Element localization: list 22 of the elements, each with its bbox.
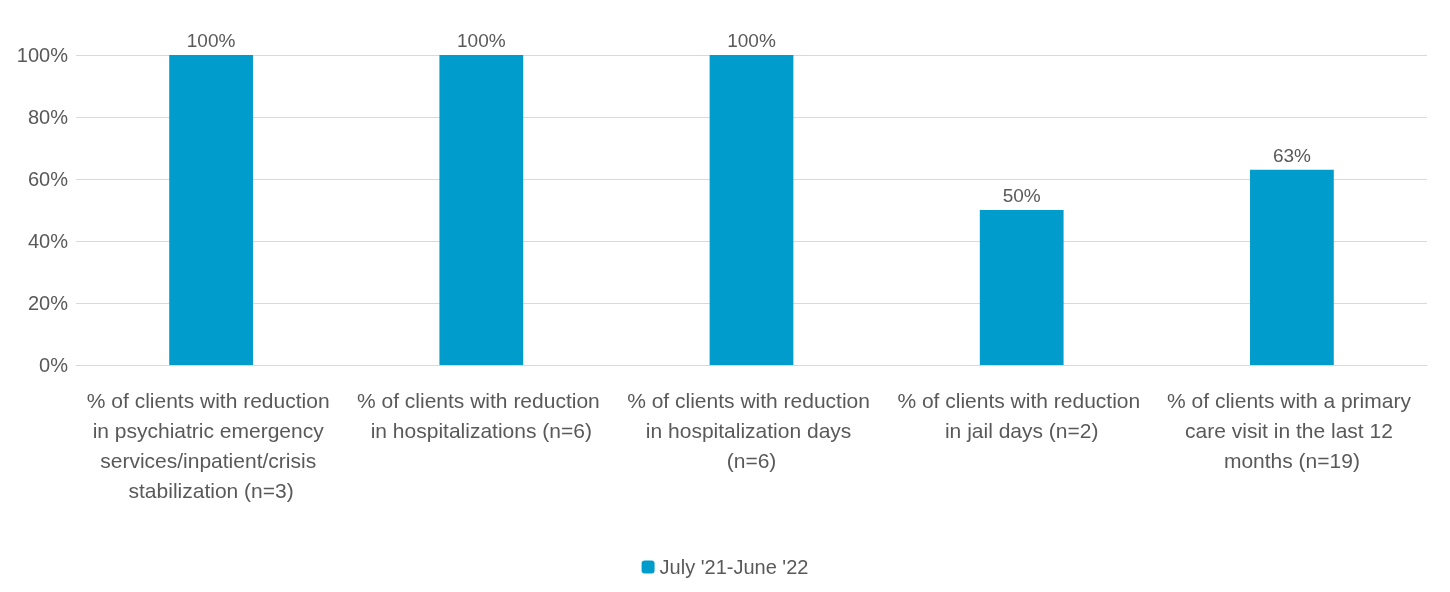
bar — [979, 210, 1064, 365]
y-tick-label: 0% — [39, 354, 69, 376]
y-tick-label: 60% — [27, 168, 69, 190]
x-tick-label: % of clients with reduction in psychiatric emergency services/inpatient/crisis stabilization (n=3) — [86, 388, 336, 502]
data-label: 100% — [727, 30, 776, 51]
data-label: 63% — [1272, 144, 1312, 166]
bar — [439, 55, 524, 365]
data-label: 50% — [1002, 185, 1041, 206]
bar — [709, 55, 794, 365]
y-tick-label: 100% — [16, 44, 69, 66]
y-tick-label: 40% — [27, 230, 69, 252]
bar — [1250, 169, 1334, 365]
data-label: 100% — [457, 30, 506, 51]
data-label: 100% — [186, 30, 236, 51]
legend-label: July '21-June '22 — [659, 556, 809, 578]
bar — [169, 55, 253, 365]
y-tick-label: 80% — [27, 106, 69, 128]
x-tick-label: % of clients with reduction in hospitalizations (n=6) — [356, 388, 606, 442]
x-tick-label: % of clients with reduction in jail days (n=2) — [897, 388, 1147, 442]
x-tick-label: % of clients with reduction in hospitalization days (n=6) — [627, 388, 876, 472]
x-tick-label: % of clients with a primary care visit in the last 12 months (n=19) — [1167, 388, 1417, 472]
y-tick-label: 20% — [27, 292, 69, 314]
